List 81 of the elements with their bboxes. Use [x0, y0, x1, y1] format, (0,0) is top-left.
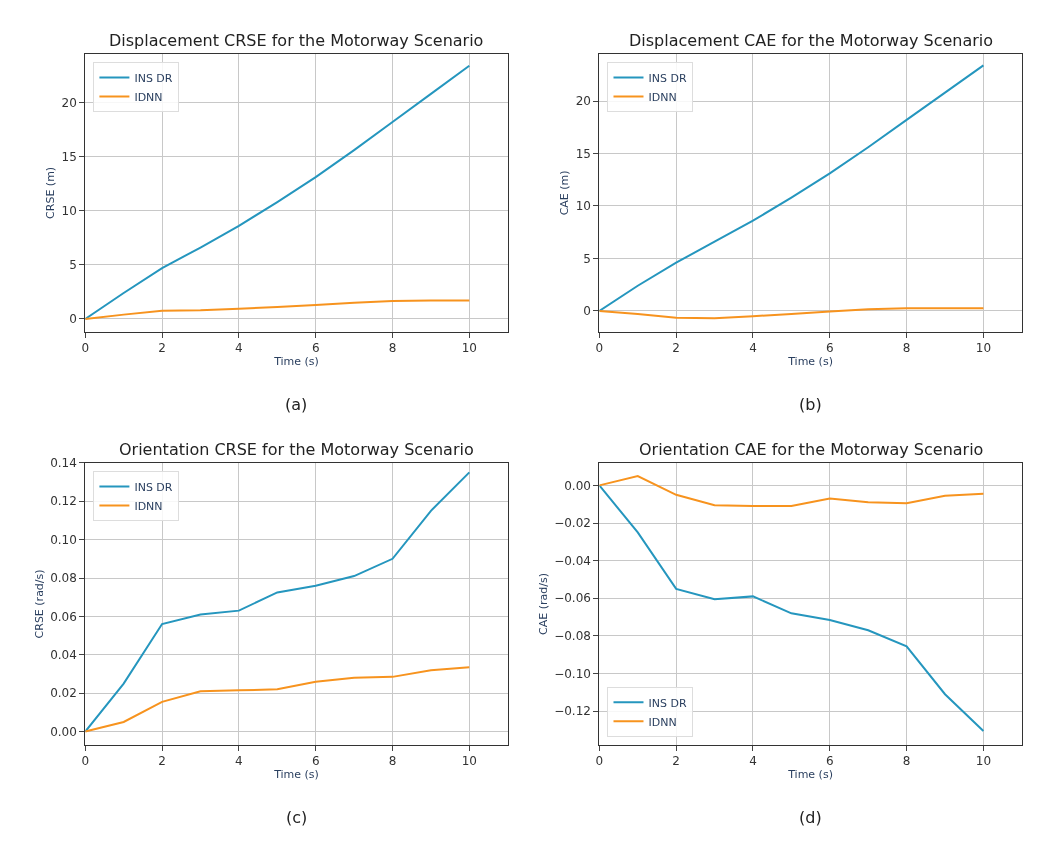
x-tick-label: 8 — [388, 341, 397, 356]
line-series — [599, 474, 985, 508]
legend-label: INS DR — [134, 480, 173, 494]
y-tick-label: 10 — [61, 203, 77, 218]
legend-label: IDNN — [648, 715, 677, 729]
x-tick-label: 0 — [81, 754, 90, 769]
y-tick-label: 0.04 — [50, 647, 77, 662]
y-tick-label: 0.06 — [50, 609, 77, 624]
y-tick-label: 0.08 — [50, 571, 77, 586]
x-tick-label: 2 — [672, 754, 680, 769]
x-tick-label: 2 — [158, 754, 166, 769]
chart-title: Orientation CRSE for the Motorway Scenario — [119, 440, 474, 459]
text: (b) — [799, 395, 822, 414]
x-tick-label: 8 — [388, 754, 397, 769]
x-tick-label: 0 — [81, 341, 90, 356]
y-tick-label: 0.14 — [50, 456, 77, 471]
line-series — [599, 64, 985, 312]
line-series — [599, 484, 985, 732]
x-tick-label: 10 — [461, 754, 477, 769]
y-axis-title: CRSE (rad/s) — [32, 569, 46, 639]
legend-label: IDNN — [648, 90, 677, 104]
x-tick-label: 6 — [311, 754, 320, 769]
chart-title: Displacement CRSE for the Motorway Scenario — [109, 31, 484, 50]
x-tick-label: 2 — [158, 341, 166, 356]
y-tick-label: 0 — [583, 304, 591, 319]
x-tick-label: 8 — [902, 341, 911, 356]
x-tick-label: 10 — [975, 754, 992, 769]
y-tick-label: 15 — [61, 149, 77, 164]
y-tick-label: 20 — [61, 95, 77, 110]
x-tick-label: 8 — [902, 754, 911, 769]
line-series — [85, 666, 471, 733]
y-tick-label: 0.12 — [50, 494, 77, 509]
legend-label: IDNN — [134, 90, 163, 104]
x-tick-label: 6 — [825, 754, 834, 769]
y-tick-label: −0.12 — [554, 704, 591, 719]
line-series — [599, 307, 985, 320]
legend-label: INS DR — [648, 71, 687, 85]
y-tick-label: −0.08 — [554, 629, 591, 644]
x-tick-label: 0 — [595, 754, 604, 769]
legend-label: IDNN — [134, 499, 163, 513]
y-tick-label: 10 — [575, 199, 591, 214]
line-series — [85, 64, 471, 320]
y-tick-label: 5 — [583, 251, 591, 266]
x-tick-label: 4 — [749, 341, 757, 356]
legend-label: INS DR — [134, 71, 173, 85]
x-tick-label: 4 — [235, 754, 243, 769]
x-tick-label: 4 — [235, 341, 243, 356]
x-tick-label: 4 — [749, 754, 757, 769]
y-tick-label: 0 — [69, 312, 77, 327]
x-tick-label: 10 — [461, 341, 477, 356]
y-tick-label: −0.02 — [554, 516, 591, 531]
text: (a) — [285, 395, 308, 414]
x-tick-label: 0 — [595, 341, 604, 356]
x-tick-label: 6 — [311, 341, 320, 356]
y-tick-label: 5 — [69, 258, 77, 273]
x-axis-title: Time (s) — [787, 768, 833, 782]
text: (d) — [799, 808, 822, 827]
y-axis-title: CAE (rad/s) — [536, 572, 550, 635]
y-tick-label: −0.06 — [554, 591, 591, 606]
x-tick-label: 6 — [825, 341, 834, 356]
line-series — [85, 471, 471, 733]
x-tick-label: 10 — [975, 341, 992, 356]
y-tick-label: 0.00 — [564, 478, 591, 493]
x-axis-title: Time (s) — [273, 768, 319, 782]
y-tick-label: −0.04 — [554, 553, 591, 568]
text: (c) — [286, 808, 308, 827]
line-series — [85, 299, 471, 320]
x-axis-title: Time (s) — [273, 355, 319, 369]
legend-label: INS DR — [648, 696, 687, 710]
x-axis-title: Time (s) — [787, 355, 833, 369]
y-tick-label: −0.10 — [554, 666, 591, 681]
y-tick-label: 20 — [575, 94, 591, 109]
y-tick-label: 0.02 — [50, 686, 77, 701]
y-axis-title: CAE (m) — [558, 170, 572, 216]
y-tick-label: 0.00 — [50, 724, 77, 739]
y-tick-label: 0.10 — [50, 532, 77, 547]
y-tick-label: 15 — [575, 146, 591, 161]
y-axis-title: CRSE (m) — [44, 166, 58, 219]
chart-title: Orientation CAE for the Motorway Scenario — [639, 440, 984, 459]
x-tick-label: 2 — [672, 341, 680, 356]
chart-title: Displacement CAE for the Motorway Scenario — [629, 31, 994, 50]
